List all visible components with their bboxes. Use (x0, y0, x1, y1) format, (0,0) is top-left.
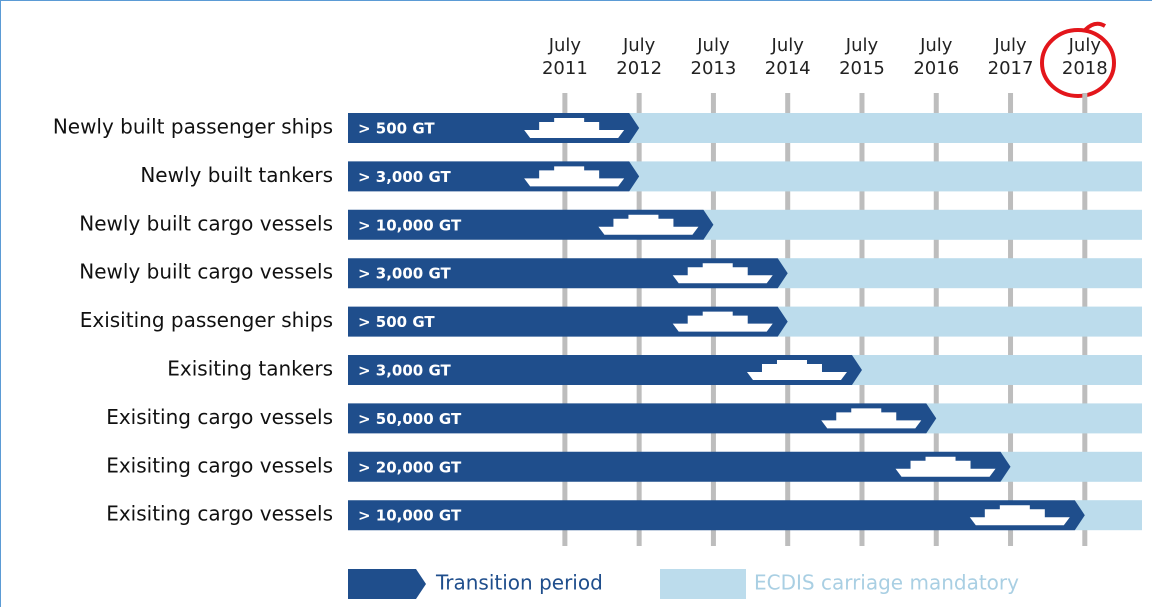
row-label: Exisiting cargo vessels (106, 502, 333, 526)
x-tick-label: July 2014 (764, 35, 811, 79)
bar-label: > 3,000 GT (358, 168, 452, 186)
transition-bar (348, 355, 862, 385)
x-tick-label: July 2012 (616, 35, 663, 79)
ship-icon (598, 214, 699, 235)
ship-icon (672, 263, 773, 284)
legend-swatch (660, 569, 746, 599)
bar-label: > 10,000 GT (358, 507, 462, 525)
x-tick-label: July 2015 (839, 35, 885, 79)
bar-label: > 10,000 GT (358, 216, 462, 234)
row-label: Exisiting cargo vessels (106, 453, 333, 477)
ship-icon (969, 505, 1070, 526)
mandatory-bar (851, 355, 1142, 385)
legend-label: ECDIS carriage mandatory (754, 571, 1019, 595)
legend-swatch (348, 569, 426, 599)
mandatory-bar (629, 113, 1142, 143)
x-tick-label: July 2016 (913, 35, 960, 79)
ship-icon (672, 311, 773, 332)
highlight-circle (1040, 28, 1116, 98)
row-label: Exisiting passenger ships (80, 308, 333, 332)
mandatory-bar (703, 209, 1142, 240)
highlight-stroke (1083, 21, 1107, 32)
x-tick-label: July 2013 (690, 35, 737, 79)
row-label: Newly built passenger ships (53, 115, 333, 139)
bar-label: > 20,000 GT (358, 458, 462, 476)
legend-label: Transition period (435, 571, 603, 595)
row-label: Newly built cargo vessels (79, 211, 333, 235)
bar-label: > 3,000 GT (358, 265, 452, 283)
row-label: Exisiting cargo vessels (106, 405, 333, 429)
ship-icon (524, 118, 625, 138)
row-label: Newly built cargo vessels (79, 260, 333, 284)
x-tick-label: July 2017 (987, 35, 1034, 79)
mandatory-bar (777, 306, 1142, 337)
ship-icon (524, 166, 625, 187)
transition-bar (348, 403, 937, 434)
ship-icon (746, 360, 847, 380)
bar-label: > 3,000 GT (358, 362, 452, 380)
x-tick-label: July 2011 (541, 35, 588, 79)
mandatory-bar (1074, 500, 1142, 531)
mandatory-bar (777, 258, 1142, 289)
row-label: Exisiting tankers (167, 357, 333, 381)
ship-icon (821, 408, 922, 429)
x-tick-label: July 2018 (1061, 35, 1108, 79)
bar-label: > 50,000 GT (358, 410, 462, 428)
transition-bar (348, 451, 1011, 482)
bar-label: > 500 GT (358, 313, 435, 331)
mandatory-bar (926, 403, 1142, 434)
mandatory-bar (629, 161, 1142, 192)
ship-icon (895, 456, 996, 477)
transition-bar (348, 500, 1085, 531)
mandatory-bar (1000, 451, 1142, 482)
bar-label: > 500 GT (358, 120, 435, 138)
row-label: Newly built tankers (140, 163, 333, 187)
